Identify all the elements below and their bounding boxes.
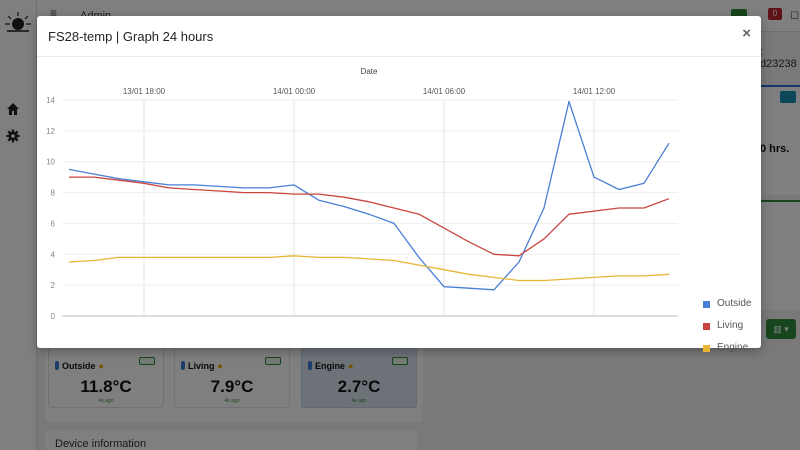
modal-title: FS28-temp | Graph 24 hours [48, 29, 214, 44]
y-tick-label: 12 [46, 127, 55, 136]
close-icon[interactable]: × [742, 25, 751, 42]
legend-label: Outside [717, 298, 752, 309]
x-tick-label: 14/01 06:00 [423, 87, 466, 96]
y-tick-label: 10 [46, 158, 55, 167]
x-tick-label: 14/01 00:00 [273, 87, 316, 96]
chart-canvas: Date 0 2 4 6 8 10 12 14 13/01 18:00 14/01 00:00 14/… [46, 67, 678, 321]
x-axis-title: Date [361, 67, 378, 76]
y-tick-label: 8 [51, 189, 56, 198]
y-tick-label: 2 [51, 281, 56, 290]
series-line-living[interactable] [69, 176, 670, 257]
series-line-engine[interactable] [68, 255, 670, 282]
y-tick-label: 14 [46, 96, 55, 105]
y-tick-label: 4 [51, 250, 56, 259]
modal-header: FS28-temp | Graph 24 hours × [37, 16, 761, 57]
line-chart[interactable]: Date 0 2 4 6 8 10 12 14 13/01 18:00 14/01 00:00 14/… [37, 57, 761, 353]
y-tick-label: 0 [51, 312, 56, 321]
legend-label: Living [717, 320, 744, 331]
x-tick-label: 14/01 12:00 [573, 87, 616, 96]
y-tick-label: 6 [51, 219, 56, 228]
graph-modal: FS28-temp | Graph 24 hours × Date 0 2 4 6 8 10… [37, 16, 761, 353]
series-line-outside[interactable] [68, 100, 670, 291]
x-tick-label: 13/01 18:00 [123, 87, 166, 96]
legend-swatch [703, 301, 710, 308]
legend-label: Engine [717, 342, 749, 353]
legend-swatch [703, 323, 710, 330]
legend-swatch [703, 345, 710, 352]
